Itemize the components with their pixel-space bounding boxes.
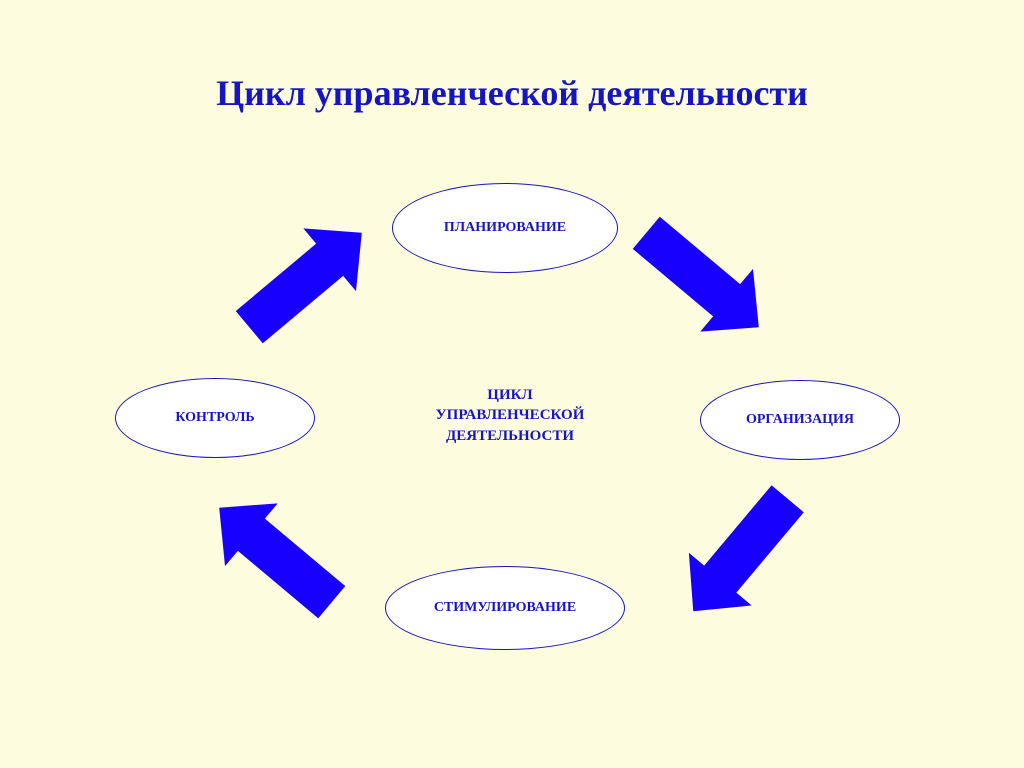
arrow-ctrl-to-plan — [222, 201, 387, 358]
arrow-plan-to-org — [619, 201, 784, 358]
node-label: КОНТРОЛЬ — [175, 409, 254, 427]
node-label: ПЛАНИРОВАНИЕ — [444, 219, 566, 237]
node-planning: ПЛАНИРОВАНИЕ — [392, 183, 618, 273]
node-label: ОРГАНИЗАЦИЯ — [746, 411, 854, 429]
page-title: Цикл управленческой деятельности — [0, 72, 1024, 114]
center-label: ЦИКЛУПРАВЛЕНЧЕСКОЙДЕЯТЕЛЬНОСТИ — [400, 385, 620, 446]
node-control: КОНТРОЛЬ — [115, 378, 315, 458]
arrow-stim-to-ctrl — [192, 476, 357, 633]
node-organization: ОРГАНИЗАЦИЯ — [700, 380, 900, 460]
node-label: СТИМУЛИРОВАНИЕ — [434, 599, 576, 617]
node-stimulation: СТИМУЛИРОВАНИЕ — [385, 566, 625, 650]
arrow-org-to-stim — [661, 472, 818, 637]
